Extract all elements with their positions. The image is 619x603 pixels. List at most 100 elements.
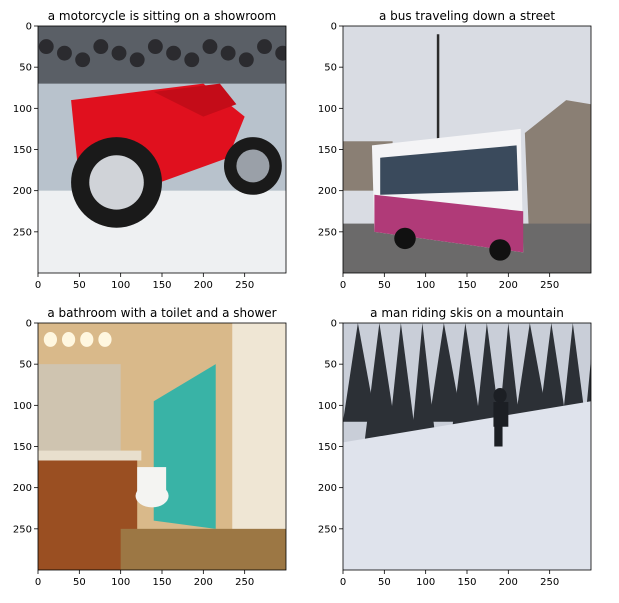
x-tick-label: 0 [35, 577, 41, 588]
motorcycle-tank [153, 83, 237, 117]
y-tick-label: 0 [331, 319, 337, 330]
pine-tree [514, 323, 549, 422]
pine-tree [364, 323, 398, 443]
y-tick-label: 50 [324, 63, 337, 74]
y-tick-label: 100 [318, 104, 337, 115]
x-tick-label: 250 [540, 577, 559, 588]
x-tick-label: 200 [194, 577, 213, 588]
vanity-light [80, 332, 94, 347]
x-tick-label: 50 [378, 280, 391, 291]
crowd-person [202, 39, 218, 54]
y-tick-label: 100 [318, 401, 337, 412]
crowd-person [166, 45, 182, 61]
crowd-person [75, 52, 91, 68]
x-tick-label: 200 [499, 577, 518, 588]
bathroom-floor [120, 528, 286, 570]
crowd-person [93, 39, 109, 54]
image-ski [343, 323, 591, 570]
x-tick-label: 100 [416, 280, 435, 291]
shower-curtain [153, 364, 216, 529]
y-tick-label: 200 [318, 483, 337, 494]
x-tick-label: 100 [416, 577, 435, 588]
pine-tree [428, 323, 463, 422]
x-tick-label: 150 [457, 280, 476, 291]
vanity-light [61, 332, 76, 347]
x-tick-label: 0 [340, 280, 346, 291]
y-tick-label: 150 [13, 145, 32, 156]
y-tick-label: 0 [331, 22, 337, 33]
x-tick-label: 100 [111, 280, 130, 291]
y-tick-label: 200 [13, 186, 32, 197]
pine-tree [385, 323, 420, 463]
x-tick-label: 250 [235, 280, 254, 291]
rear-wheel-rim [236, 149, 270, 183]
y-tick-label: 50 [19, 63, 32, 74]
pine-tree [450, 323, 484, 443]
y-tick-label: 150 [318, 442, 337, 453]
y-tick-label: 0 [26, 319, 32, 330]
door [232, 323, 286, 562]
bus-front-wheel [394, 227, 416, 250]
right-building [524, 100, 591, 249]
crowd-person [38, 39, 54, 54]
x-tick-label: 250 [235, 577, 254, 588]
y-tick-label: 200 [318, 186, 337, 197]
subplot-title: a bathroom with a toilet and a shower [47, 306, 276, 320]
crowd-person [257, 39, 272, 54]
x-tick-label: 200 [194, 280, 213, 291]
y-tick-label: 100 [13, 401, 32, 412]
x-tick-label: 50 [73, 577, 86, 588]
mirror [38, 364, 121, 455]
image-bus [343, 26, 591, 273]
y-tick-label: 250 [318, 524, 337, 535]
skier-body [493, 402, 509, 427]
subplot-1: a motorcycle is sitting on a showroom 0 50… [13, 9, 287, 291]
bus-rear-wheel [489, 239, 511, 261]
subplot-4: a man riding skis on a mountain 0 50 100 150… [318, 306, 592, 588]
y-tick-label: 150 [318, 145, 337, 156]
x-tick-label: 200 [499, 280, 518, 291]
bus-stripe [374, 194, 524, 253]
skier-legs [494, 425, 503, 447]
x-tick-label: 150 [457, 577, 476, 588]
y-tick-label: 250 [318, 227, 337, 238]
x-tick-label: 250 [540, 280, 559, 291]
image-bathroom [38, 323, 286, 570]
vanity-counter [38, 450, 142, 461]
x-tick-label: 50 [378, 577, 391, 588]
y-tick-label: 200 [13, 483, 32, 494]
vanity-light [98, 332, 112, 347]
crowd-person [238, 52, 254, 68]
crowd-person [57, 45, 72, 61]
bus-windows [380, 145, 519, 195]
y-tick-label: 0 [26, 22, 32, 33]
y-tick-label: 150 [13, 442, 32, 453]
snow-slope [343, 401, 591, 570]
showroom-floor [38, 190, 286, 273]
y-tick-label: 100 [13, 104, 32, 115]
toilet-tank [137, 467, 167, 492]
y-tick-label: 50 [324, 360, 337, 371]
x-tick-label: 150 [152, 280, 171, 291]
crowd-person [147, 39, 163, 54]
x-tick-label: 100 [111, 577, 130, 588]
crowd-person [111, 45, 127, 61]
x-tick-label: 0 [340, 577, 346, 588]
x-tick-label: 50 [73, 280, 86, 291]
y-tick-label: 250 [13, 524, 32, 535]
crowd-person [220, 45, 236, 61]
crowd-person [129, 52, 145, 68]
subplot-2: a bus traveling down a street 0 50 100 150 20… [318, 9, 592, 291]
subplot-title: a man riding skis on a mountain [370, 306, 564, 320]
front-wheel-rim [89, 155, 144, 210]
image-motorcycle [38, 26, 286, 273]
vanity-light [43, 332, 58, 347]
crowd-person [184, 52, 200, 68]
subplot-3: a bathroom with a toilet and a shower 0 50… [13, 306, 287, 588]
pine-tree [343, 323, 377, 422]
y-tick-label: 50 [19, 360, 32, 371]
y-tick-label: 250 [13, 227, 32, 238]
subplot-title: a bus traveling down a street [379, 9, 555, 23]
x-tick-label: 0 [35, 280, 41, 291]
